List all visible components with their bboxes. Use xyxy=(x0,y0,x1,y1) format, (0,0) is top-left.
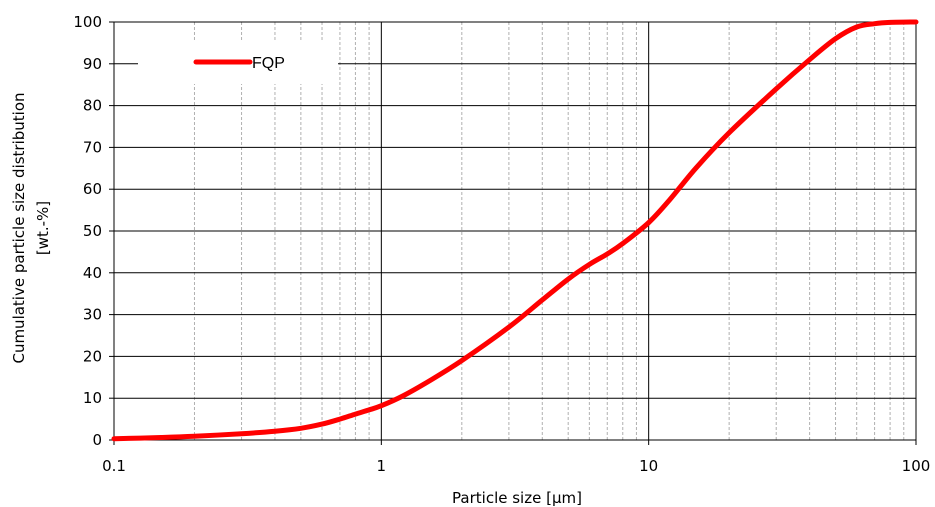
y-tick-label: 40 xyxy=(83,264,102,282)
y-tick-label: 20 xyxy=(83,347,102,365)
y-axis-title: Cumulative particle size distribution [wt… xyxy=(10,92,52,363)
x-axis-title: Particle size [µm] xyxy=(452,489,582,507)
y-tick-label: 90 xyxy=(83,55,102,73)
y-tick-label: 70 xyxy=(83,138,102,156)
y-axis-title-line: Cumulative particle size distribution xyxy=(10,92,28,363)
x-tick-label: 0.1 xyxy=(102,457,126,475)
y-tick-label: 10 xyxy=(83,389,102,407)
series-layer xyxy=(111,19,919,442)
y-axis-ticks: 0 10 20 30 40 50 60 70 80 90 100 xyxy=(73,13,114,449)
series-line-fqp xyxy=(111,19,919,442)
y-tick-label: 30 xyxy=(83,306,102,324)
y-tick-label: 80 xyxy=(83,97,102,115)
x-tick-label: 10 xyxy=(639,457,658,475)
x-tick-label: 100 xyxy=(902,457,931,475)
major-gridlines xyxy=(113,21,917,441)
y-tick-label: 0 xyxy=(92,431,102,449)
y-tick-label: 50 xyxy=(83,222,102,240)
legend: FQP xyxy=(138,40,338,84)
x-axis-ticks: 0.1 1 10 100 xyxy=(102,440,930,475)
y-axis-title-line: [wt.-%] xyxy=(34,201,52,255)
y-tick-label: 60 xyxy=(83,180,102,198)
y-tick-label: 100 xyxy=(73,13,102,31)
x-tick-label: 1 xyxy=(377,457,387,475)
legend-label: FQP xyxy=(252,55,285,72)
